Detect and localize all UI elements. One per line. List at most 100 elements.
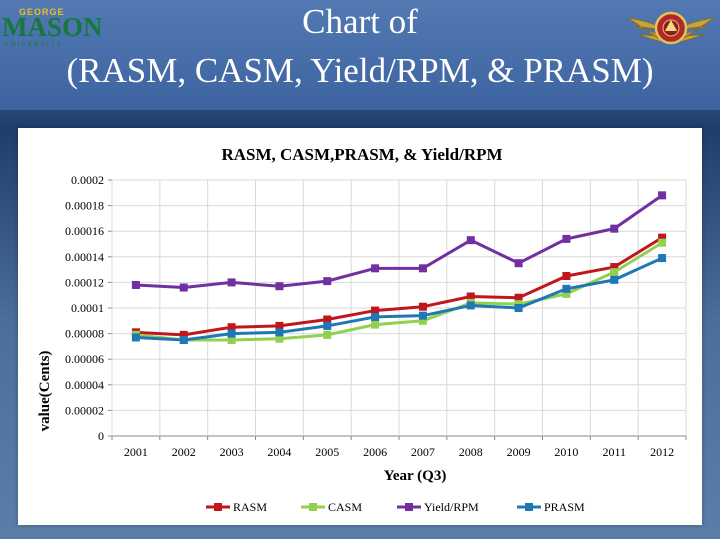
data-point: [514, 304, 523, 312]
legend-label: CASM: [328, 500, 362, 514]
data-point: [658, 233, 667, 242]
y-tick-label: 0.00018: [65, 199, 104, 213]
legend-swatch-marker: [309, 503, 317, 511]
data-point: [131, 333, 140, 342]
series-line: [135, 194, 663, 290]
y-tick-label: 0.00008: [65, 327, 104, 341]
chart-legend: RASM CASM Yield/RPM PRASM: [206, 500, 585, 514]
data-point: [323, 321, 332, 330]
data-point: [418, 316, 427, 325]
data-point: [131, 280, 140, 289]
x-tick-label: 2004: [267, 445, 291, 459]
data-point: [371, 306, 380, 315]
aviation-wings-logo: [627, 11, 715, 45]
data-point: [371, 264, 380, 273]
data-point: [323, 277, 332, 286]
y-tick-label: 0.00016: [65, 224, 104, 238]
data-point: [610, 224, 619, 233]
data-point: [466, 301, 475, 310]
x-tick-label: 2003: [220, 445, 244, 459]
data-point: [418, 311, 427, 320]
data-point: [275, 282, 284, 291]
data-point: [371, 320, 380, 329]
data-point: [227, 329, 236, 338]
data-point: [658, 191, 667, 200]
legend-label: RASM: [233, 500, 267, 514]
data-point: [227, 278, 236, 287]
y-tick-labels: 0 0.00002 0.00004 0.00006 0.00008 0.0001 0.000…: [65, 173, 104, 443]
legend-item: PRASM: [517, 500, 585, 514]
data-point: [610, 275, 619, 284]
y-axis-label: value(Cents): [37, 351, 53, 432]
series-line: [135, 241, 663, 342]
series-line: [135, 256, 663, 342]
legend-label: Yield/RPM: [424, 500, 479, 514]
series-lines: [131, 191, 667, 344]
data-point: [562, 289, 571, 298]
data-point: [418, 302, 427, 311]
data-point: [610, 268, 619, 277]
x-tick-label: 2008: [459, 445, 483, 459]
data-point: [658, 254, 667, 263]
slide-title-line-2: (RASM, CASM, Yield/RPM, & PRASM): [66, 51, 654, 90]
data-point: [371, 312, 380, 321]
legend-item: RASM: [206, 500, 267, 514]
data-point: [562, 272, 571, 280]
data-point: [275, 321, 284, 330]
y-tick-label: 0.00012: [65, 275, 104, 289]
series-prasm: [131, 254, 667, 344]
george-mason-logo: GEORGE MASON UNIVERSITY: [2, 6, 103, 52]
data-point: [275, 328, 284, 337]
x-tick-label: 2009: [507, 445, 531, 459]
slide-header: [0, 0, 720, 110]
x-tick-label: 2010: [554, 445, 578, 459]
y-tick-label: 0.00002: [65, 403, 104, 417]
data-point: [562, 284, 571, 293]
data-point: [323, 315, 332, 324]
legend-item: CASM: [301, 500, 362, 514]
data-point: [227, 336, 236, 344]
x-tick-label: 2006: [363, 445, 387, 459]
data-point: [514, 259, 523, 268]
y-tick-label: 0.00006: [65, 352, 104, 366]
line-chart: 0 0.00002 0.00004 0.00006 0.00008 0.0001 0.000…: [37, 145, 687, 514]
x-tick-label: 2005: [315, 445, 339, 459]
data-point: [514, 293, 523, 302]
chart-card: 0 0.00002 0.00004 0.00006 0.00008 0.0001 0.000…: [18, 128, 702, 525]
logo-text-university: UNIVERSITY: [4, 41, 64, 48]
y-tick-label: 0.0002: [71, 173, 104, 187]
data-point: [275, 334, 284, 343]
chart-title: RASM, CASM,PRASM, & Yield/RPM: [221, 145, 502, 164]
y-tick-label: 0.0001: [71, 301, 104, 315]
data-point: [227, 323, 236, 332]
legend-label: PRASM: [544, 500, 585, 514]
y-tick-label: 0.00014: [65, 250, 104, 264]
logo-text-george: GEORGE: [19, 7, 65, 17]
y-tick-label: 0.00004: [65, 378, 104, 392]
series-yield-rpm: [131, 191, 667, 292]
data-point: [179, 336, 188, 344]
x-tick-label: 2002: [172, 445, 196, 459]
data-point: [466, 236, 475, 245]
x-tick-label: 2007: [411, 445, 435, 459]
x-tick-labels: 2001 2002 2003 2004 2005 2006 2007 2008 2009 2010…: [124, 445, 674, 459]
logo-text-mason: MASON: [2, 12, 103, 42]
x-tick-label: 2011: [602, 445, 626, 459]
data-point: [418, 264, 427, 273]
x-axis-label: Year (Q3): [384, 468, 447, 484]
x-tick-label: 2012: [650, 445, 674, 459]
legend-item: Yield/RPM: [397, 500, 479, 514]
data-point: [466, 292, 475, 301]
data-point: [658, 238, 667, 247]
series-rasm: [131, 233, 667, 339]
slide-title-line-1: Chart of: [302, 2, 418, 41]
y-tick-label: 0: [98, 429, 104, 443]
legend-swatch-marker: [214, 503, 222, 511]
data-point: [562, 234, 571, 243]
data-point: [323, 330, 332, 339]
legend-swatch-marker: [405, 503, 413, 511]
series-line: [135, 236, 663, 337]
data-point: [179, 283, 188, 292]
legend-swatch-marker: [525, 503, 533, 511]
x-tick-label: 2001: [124, 445, 148, 459]
